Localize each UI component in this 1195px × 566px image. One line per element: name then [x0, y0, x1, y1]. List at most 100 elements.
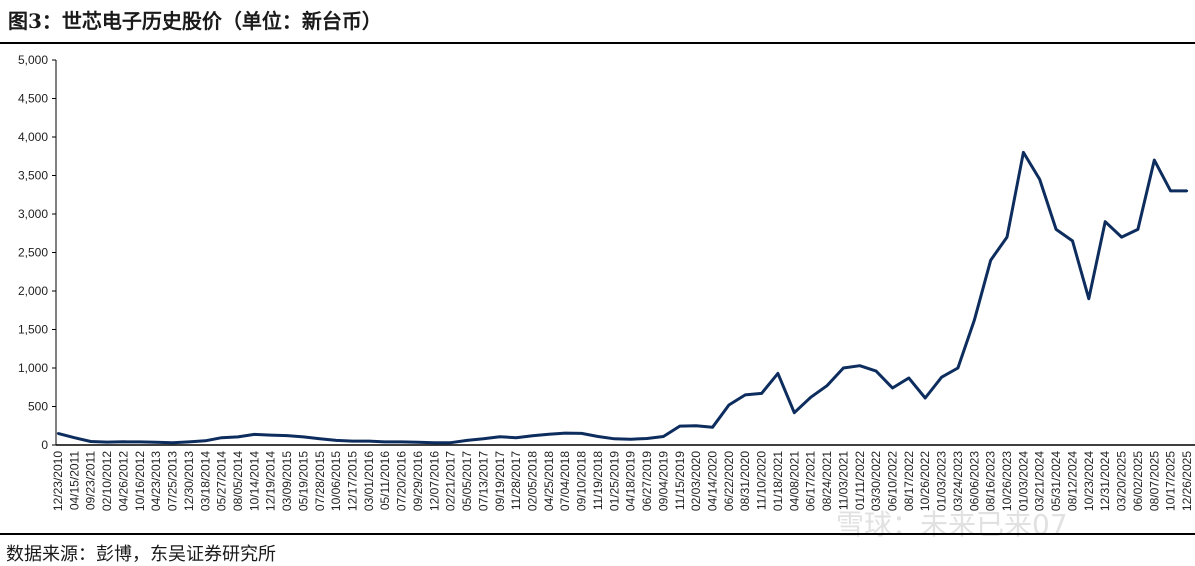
- data-point: [613, 437, 616, 440]
- x-tick-label: 03/24/2023: [951, 451, 965, 511]
- x-tick-label: 03/01/2016: [362, 451, 376, 511]
- data-point: [1038, 178, 1041, 181]
- data-point: [1169, 189, 1172, 193]
- data-point: [384, 440, 387, 444]
- data-point: [924, 396, 927, 400]
- data-point: [956, 366, 960, 370]
- x-tick-label: 04/26/2012: [116, 451, 130, 511]
- x-tick-label: 04/15/2011: [67, 451, 81, 510]
- data-point: [433, 441, 436, 444]
- data-point: [1022, 151, 1025, 154]
- data-point: [1185, 189, 1189, 193]
- data-point: [335, 439, 338, 442]
- y-tick-label: 500: [28, 400, 48, 414]
- y-tick-label: 3,000: [18, 207, 48, 221]
- data-point: [514, 436, 518, 439]
- data-point: [73, 436, 76, 439]
- x-tick-label: 05/19/2015: [296, 451, 310, 511]
- x-tick-label: 10/14/2014: [247, 451, 261, 511]
- data-point: [122, 440, 125, 443]
- data-point: [155, 441, 158, 444]
- y-tick-label: 2,500: [18, 246, 48, 260]
- x-tick-label: 08/07/2025: [1147, 451, 1161, 511]
- x-tick-label: 06/27/2019: [640, 451, 654, 511]
- data-point: [825, 384, 829, 387]
- x-tick-label: 01/11/2022: [853, 451, 867, 510]
- data-point: [629, 438, 632, 441]
- data-point: [1120, 235, 1123, 239]
- watermark: 雪球：未来已来07: [836, 508, 1068, 541]
- x-tick-label: 05/05/2017: [460, 451, 474, 511]
- x-tick-label: 08/12/2024: [1065, 451, 1079, 511]
- x-tick-label: 01/03/2024: [1016, 451, 1030, 511]
- x-tick-label: 06/06/2023: [967, 451, 981, 511]
- data-point: [56, 432, 60, 435]
- x-tick-label: 12/23/2010: [51, 451, 65, 511]
- x-tick-label: 02/05/2018: [526, 451, 540, 511]
- x-tick-label: 10/26/2022: [918, 451, 932, 511]
- x-tick-label: 11/03/2021: [836, 451, 850, 510]
- data-point: [596, 435, 600, 438]
- x-tick-label: 08/05/2014: [231, 451, 245, 511]
- data-point: [1136, 228, 1140, 231]
- data-point: [891, 386, 894, 390]
- data-point: [727, 403, 731, 407]
- page-title: 图3：世芯电子历史股价（单位：新台币）: [8, 9, 382, 33]
- top-rule: [0, 42, 1195, 44]
- x-tick-label: 08/16/2023: [984, 451, 998, 511]
- x-tick-label: 05/27/2014: [215, 451, 229, 511]
- series-line: [56, 150, 1189, 445]
- data-point: [220, 436, 223, 439]
- x-tick-label: 11/10/2020: [755, 451, 769, 510]
- data-point: [711, 426, 714, 429]
- x-tick-label: 04/08/2021: [787, 451, 801, 511]
- x-tick-label: 10/26/2023: [1000, 451, 1014, 511]
- x-tick-label: 02/03/2020: [689, 451, 703, 511]
- x-tick-label: 01/25/2019: [607, 451, 621, 511]
- x-tick-label: 09/19/2017: [493, 451, 507, 511]
- y-tick-label: 5,000: [18, 53, 48, 67]
- x-tick-label: 03/30/2022: [869, 451, 883, 511]
- data-point: [531, 434, 534, 437]
- x-tick-label: 12/19/2014: [264, 451, 278, 511]
- x-tick-label: 08/31/2020: [738, 451, 752, 511]
- data-point: [465, 439, 469, 442]
- x-tick-label: 02/21/2017: [444, 451, 458, 511]
- x-tick-label: 11/19/2018: [591, 451, 605, 510]
- x-tick-label: 07/04/2018: [558, 451, 572, 511]
- y-tick-label: 0: [41, 438, 48, 452]
- data-point: [940, 376, 943, 379]
- x-tick-label: 05/31/2024: [1049, 451, 1063, 511]
- x-tick-label: 03/21/2024: [1033, 451, 1047, 511]
- data-point: [351, 439, 354, 443]
- data-point: [973, 319, 976, 322]
- x-tick-label: 04/23/2013: [149, 451, 163, 511]
- x-tick-label: 04/18/2019: [624, 451, 638, 511]
- data-point: [105, 440, 109, 444]
- x-tick-label: 10/23/2024: [1082, 451, 1096, 511]
- data-point: [367, 439, 371, 443]
- x-tick-label: 10/17/2025: [1164, 451, 1178, 511]
- x-tick-label: 12/26/2025: [1180, 451, 1194, 511]
- data-point: [1054, 228, 1058, 231]
- data-point: [662, 435, 665, 438]
- x-tick-label: 09/29/2016: [411, 451, 425, 511]
- data-point: [89, 440, 92, 443]
- data-point: [138, 440, 141, 444]
- data-point: [416, 441, 420, 444]
- data-point: [1104, 220, 1107, 223]
- data-point: [678, 424, 681, 428]
- x-tick-label: 09/10/2018: [575, 451, 589, 511]
- data-point: [907, 376, 910, 380]
- x-tick-label: 07/13/2017: [476, 451, 490, 511]
- data-point: [645, 437, 649, 440]
- y-tick-label: 1,500: [18, 323, 48, 337]
- x-tick-label: 05/11/2016: [378, 451, 392, 510]
- x-tick-label: 06/10/2022: [885, 451, 899, 511]
- x-tick-label: 12/17/2015: [346, 451, 360, 511]
- x-tick-label: 07/25/2013: [166, 451, 180, 511]
- data-point: [874, 369, 878, 373]
- data-point: [302, 435, 305, 439]
- x-tick-label: 09/04/2019: [656, 451, 670, 511]
